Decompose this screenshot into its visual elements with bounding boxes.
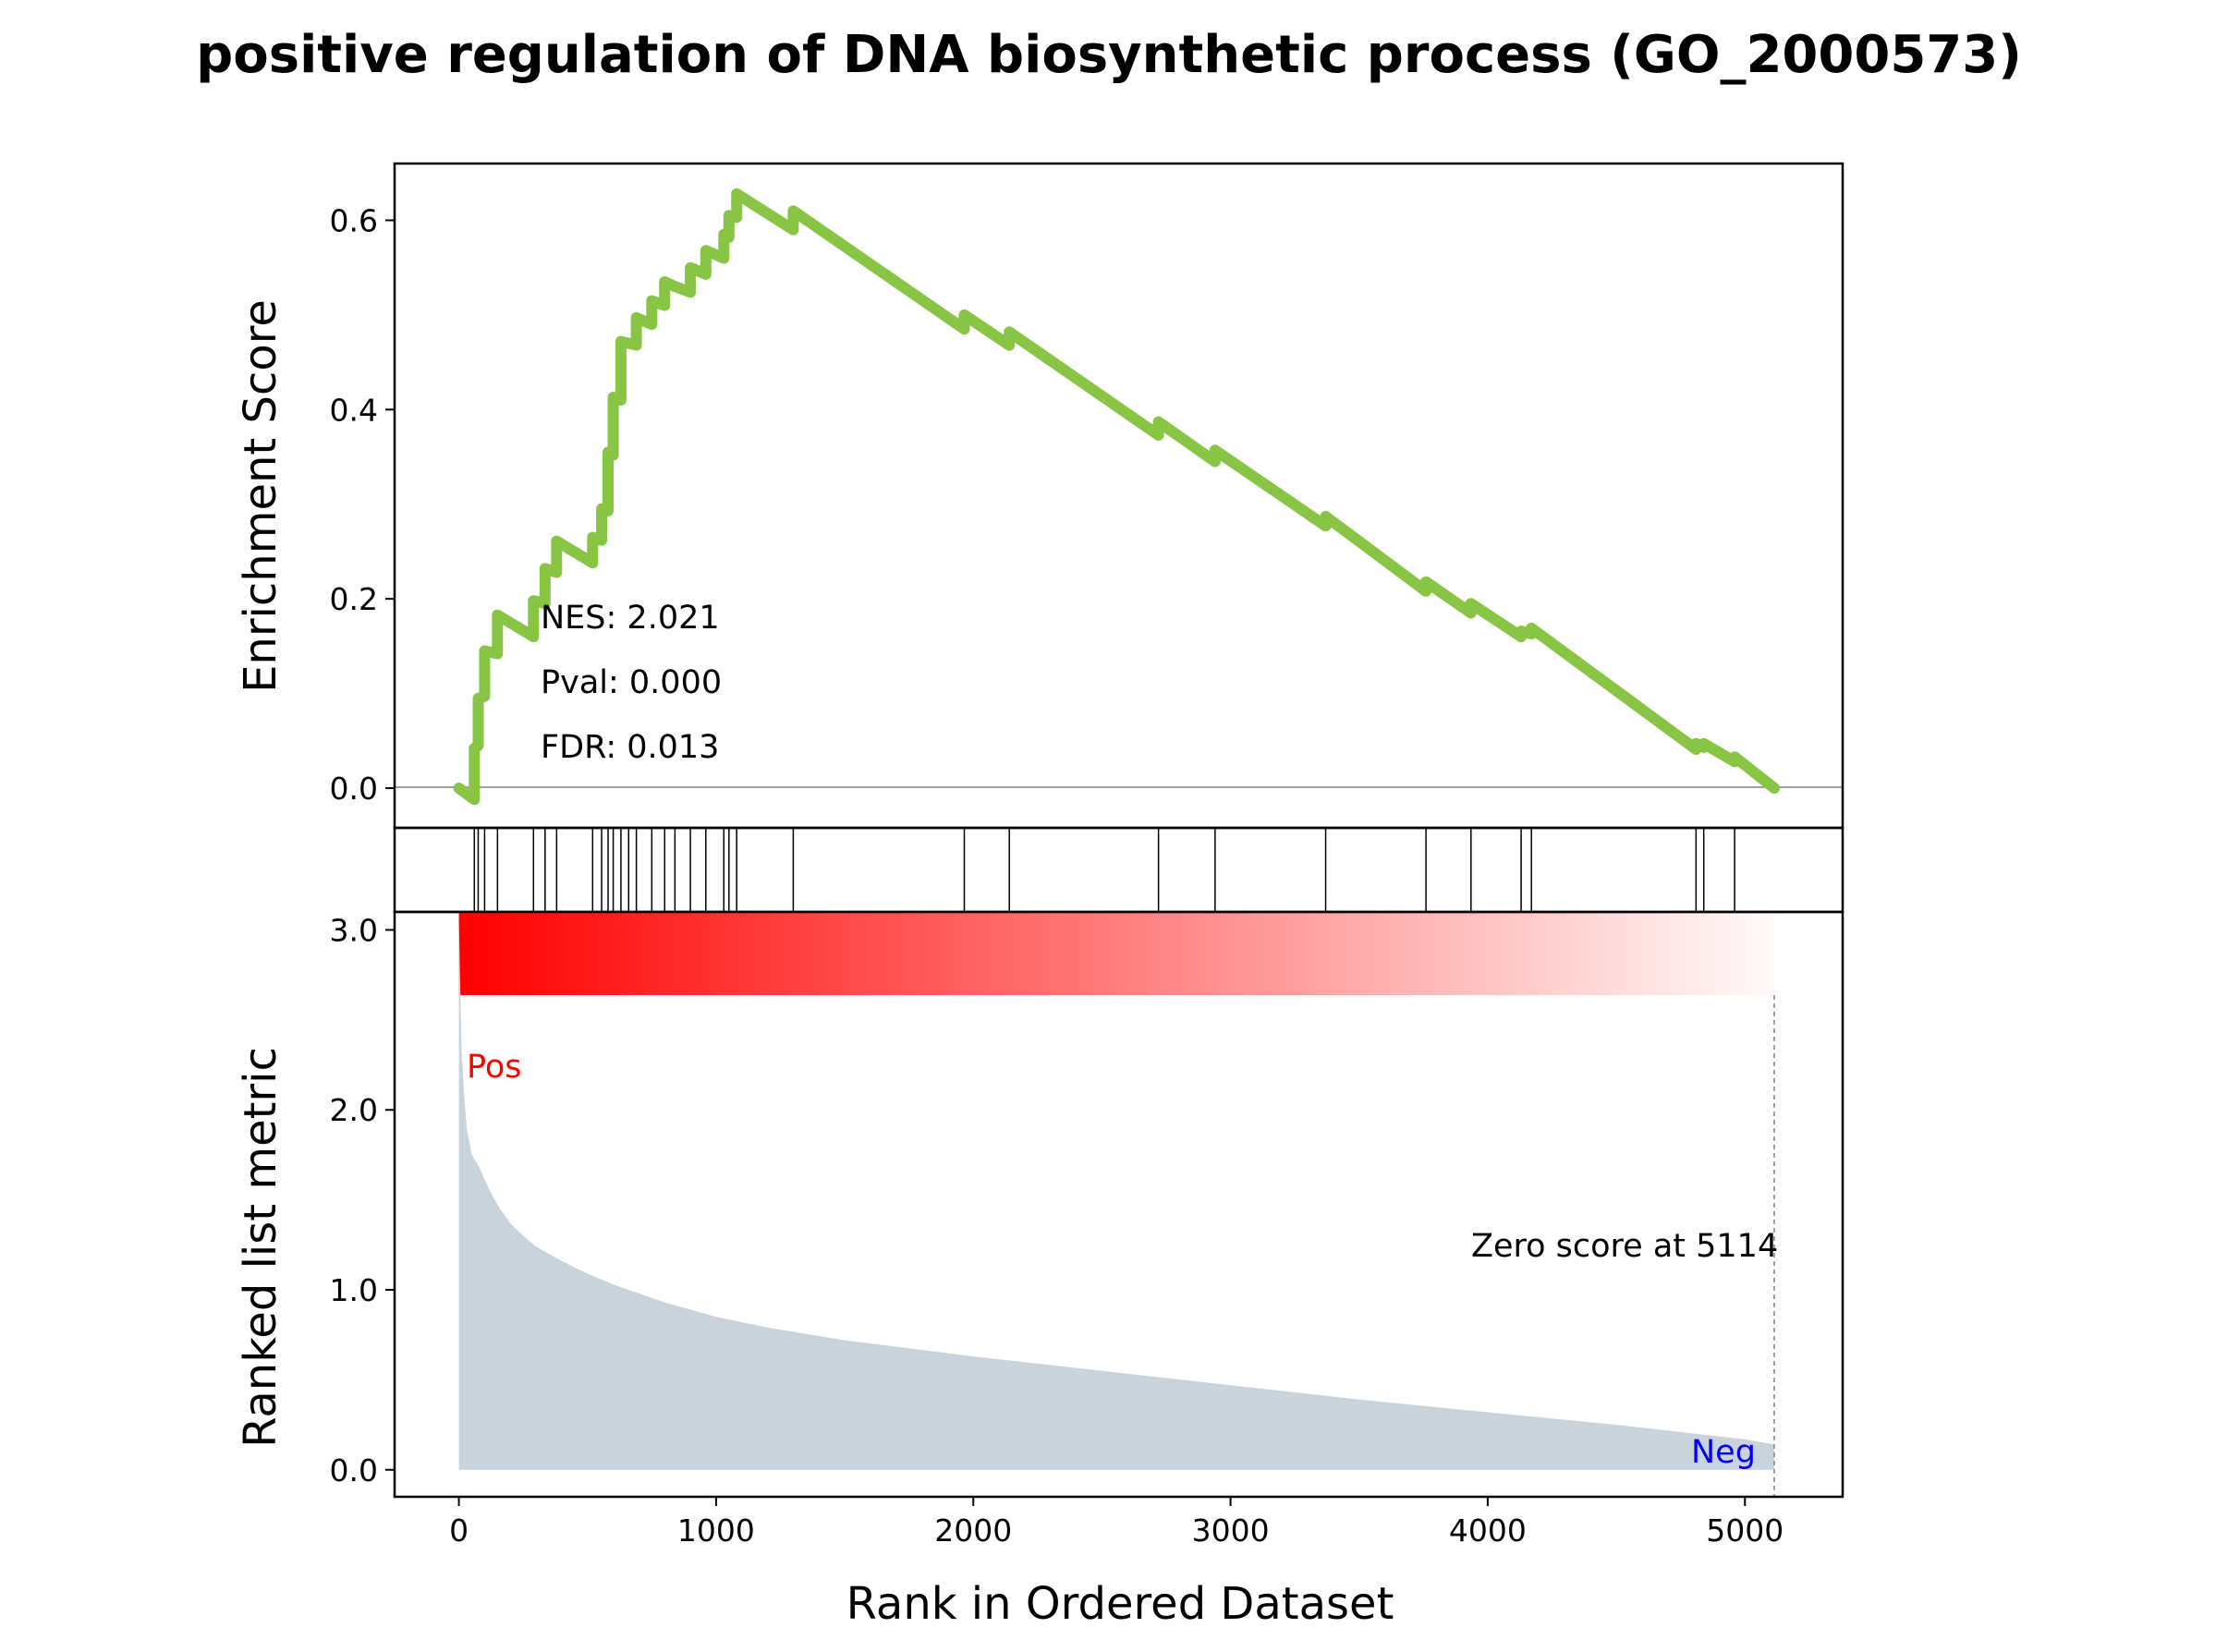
- enrichment-panel: 0.0 0.2 0.4 0.6 NES: 2.021 Pval: 0.000 FDR:…: [235, 162, 1844, 830]
- enrichment-y-tick-label: 0.6: [330, 202, 378, 238]
- x-axis-label: Rank in Ordered Dataset: [846, 1578, 1394, 1630]
- neg-label: Neg: [1691, 1434, 1756, 1471]
- chart-title: positive regulation of DNA biosynthetic …: [196, 25, 2022, 85]
- ranked-metric-area: [458, 920, 1775, 1470]
- hits-panel: [393, 826, 1844, 914]
- enrichment-y-tick-label: 0.4: [330, 392, 378, 428]
- nes-annotation: NES: 2.021: [541, 600, 720, 637]
- ranked-metric-y-ticks: 0.0 1.0 2.0 3.0: [330, 912, 395, 1488]
- enrichment-y-ticks: 0.0 0.2 0.4 0.6: [330, 202, 395, 807]
- x-tick-label: 1000: [677, 1512, 755, 1549]
- x-tick-label: 4000: [1449, 1512, 1527, 1549]
- x-tick-label: 2000: [934, 1512, 1012, 1549]
- ranked-metric-y-label: Ranked list metric: [235, 1047, 286, 1448]
- pos-label: Pos: [467, 1049, 522, 1086]
- enrichment-y-label: Enrichment Score: [235, 299, 286, 693]
- x-tick-label: 3000: [1192, 1512, 1270, 1549]
- enrichment-y-tick-label: 0.2: [330, 581, 378, 617]
- pval-annotation: Pval: 0.000: [541, 664, 722, 701]
- gene-hit-marks: [473, 828, 1735, 912]
- ranked-metric-frame: [393, 910, 1844, 1499]
- x-tick-label: 0: [449, 1512, 469, 1549]
- rank-colorbar: [458, 912, 1774, 995]
- x-axis-ticks: 0 1000 2000 3000 4000 5000: [449, 1497, 1784, 1549]
- enrichment-y-tick-label: 0.0: [330, 771, 378, 807]
- ranked-metric-y-tick-label: 3.0: [330, 912, 378, 948]
- fdr-annotation: FDR: 0.013: [541, 729, 719, 766]
- ranked-metric-y-tick-label: 1.0: [330, 1272, 378, 1308]
- enrichment-score-line: [453, 188, 1780, 806]
- x-tick-label: 5000: [1706, 1512, 1784, 1549]
- ranked-metric-y-tick-label: 0.0: [330, 1452, 378, 1488]
- zero-score-label: Zero score at 5114: [1471, 1228, 1778, 1265]
- ranked-metric-panel: Zero score at 5114 Pos Neg 0.01.02.03.0 …: [235, 910, 1844, 1499]
- hits-panel-frame: [393, 826, 1844, 914]
- ranked-metric-y-tick-label: 2.0: [330, 1092, 378, 1128]
